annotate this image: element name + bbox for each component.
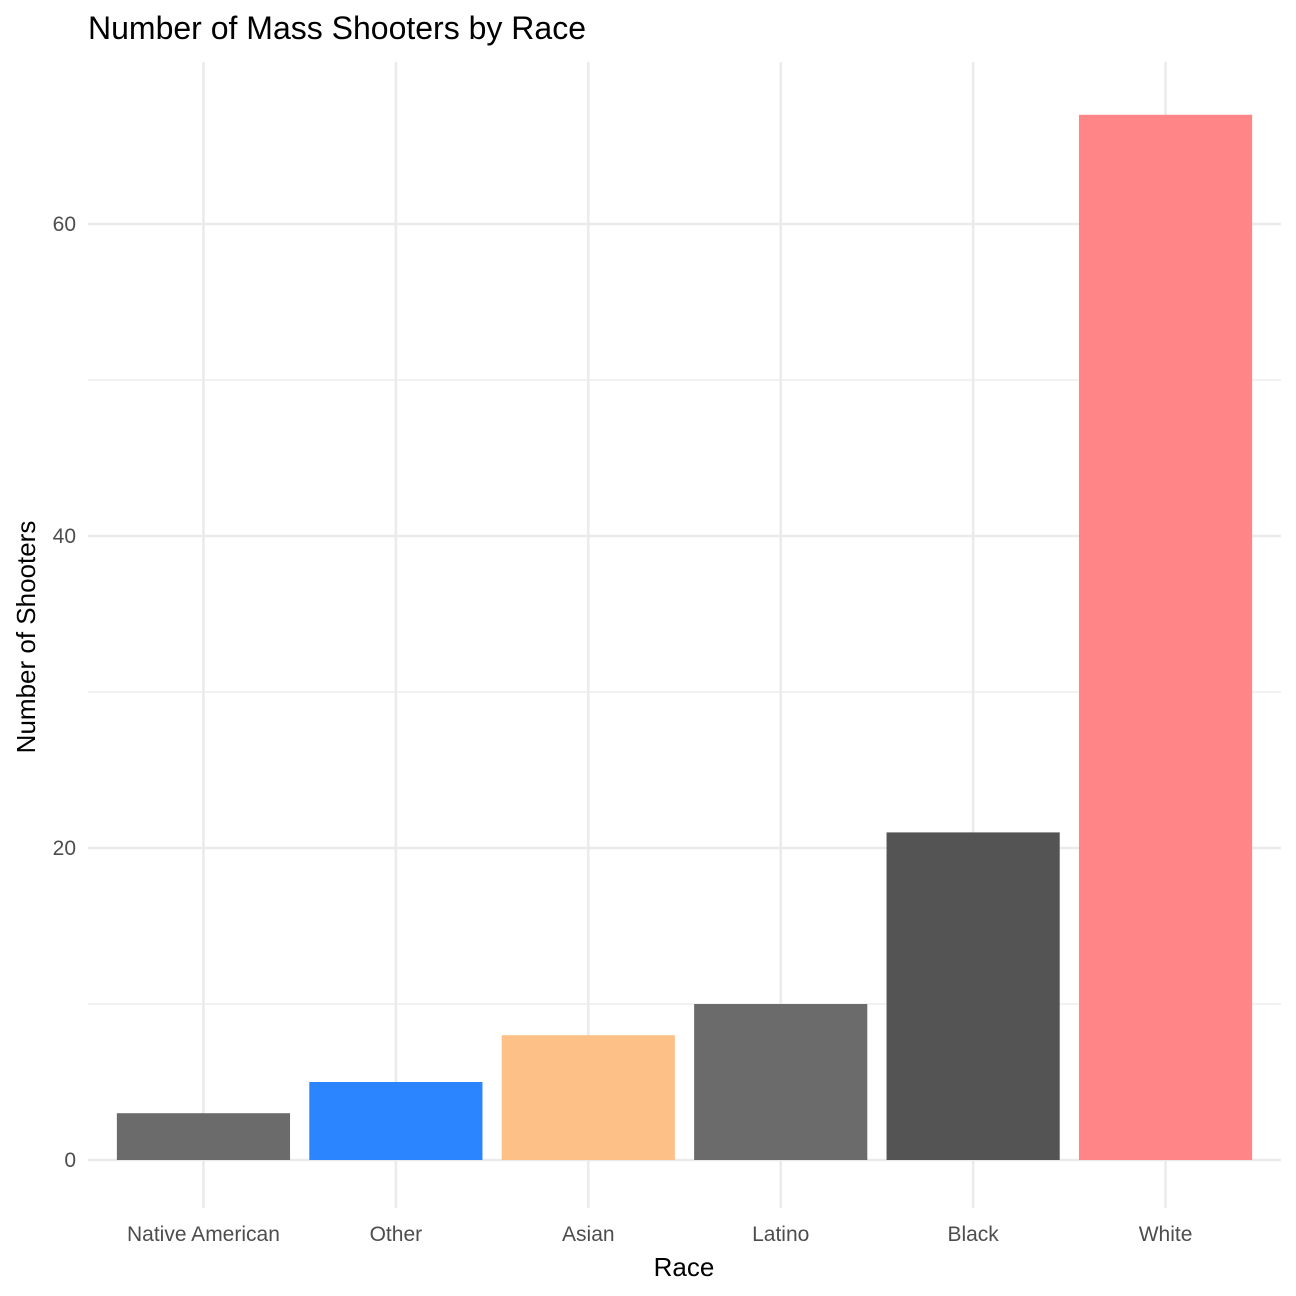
bar-native-american (116, 1113, 291, 1160)
bar-white (1078, 114, 1253, 1160)
x-tick-label: Native American (127, 1223, 280, 1246)
y-tick-label: 20 (53, 837, 76, 860)
bar-black (886, 832, 1060, 1160)
y-tick-label: 40 (53, 525, 76, 548)
x-tick-label: Asian (562, 1223, 615, 1246)
y-tick-label: 0 (64, 1149, 76, 1172)
x-tick-label: Other (370, 1223, 423, 1246)
x-tick-label: Black (947, 1223, 999, 1246)
y-axis-tick-labels: 0 20 40 60 (53, 213, 76, 1172)
x-tick-label: White (1139, 1223, 1193, 1246)
bar-latino (694, 1004, 868, 1160)
bar-other (309, 1082, 483, 1160)
bars (116, 114, 1253, 1160)
x-axis-title: Race (654, 1252, 715, 1282)
y-axis-title: Number of Shooters (11, 521, 41, 754)
x-axis-tick-labels: Native American Other Asian Latino Black Whit… (127, 1223, 1192, 1246)
bar-asian (501, 1035, 675, 1160)
x-tick-label: Latino (752, 1223, 809, 1246)
y-tick-label: 60 (53, 213, 76, 236)
chart-title: Number of Mass Shooters by Race (88, 10, 586, 46)
